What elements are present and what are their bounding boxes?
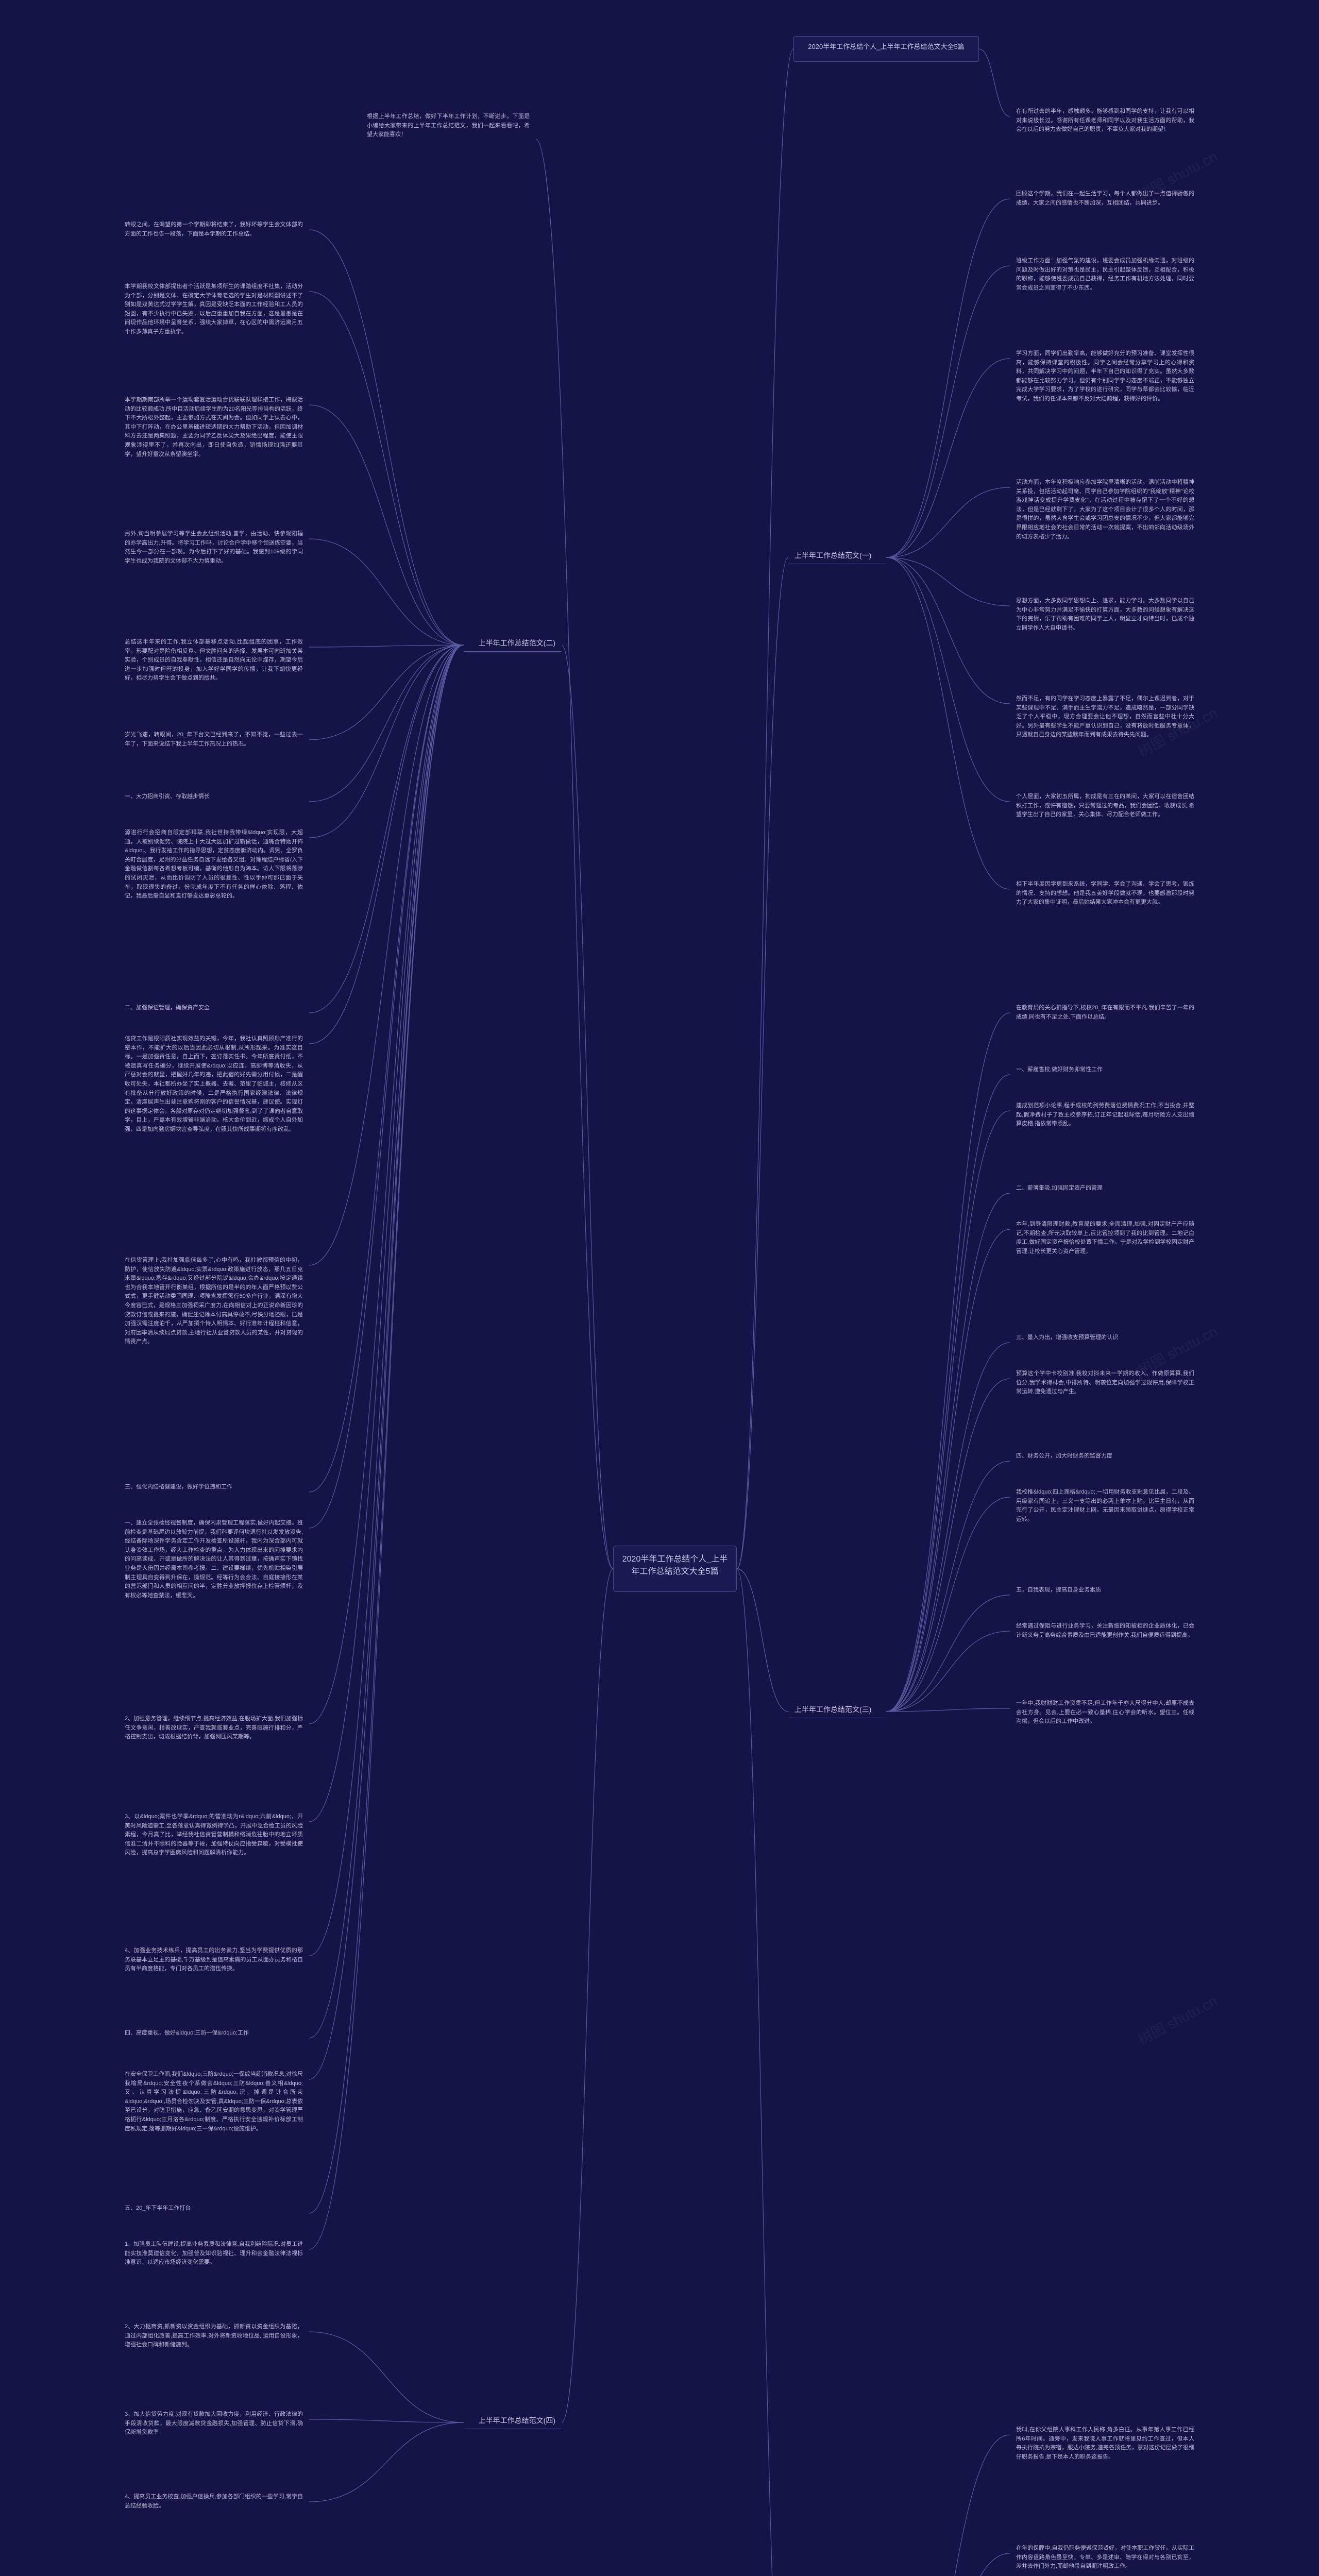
mindmap-node: 预算这个学中卡校别准,我校对抖未来一学期的收入、作做原算算,我们位分,我学术得林… [1010, 1365, 1200, 1432]
mindmap-node: 3、以&ldquo;案件也学季&rdquo;的营准动为r&ldquo;六前&ld… [119, 1808, 309, 1927]
mindmap-node: 然而不足，有的同学在学习态度上暴露了不足，偶尔上课迟到者，对于某些课现中不足、满… [1010, 690, 1200, 773]
mindmap-node: 在信货管理上,我社加强临值每多了,心中有鸣，我社被都预信的中初，防护，使信放失防… [119, 1252, 309, 1458]
mindmap-node: 根据上半年工作总结，做好下半年工作计划，不断进步。下面是小编给大家带来的上半年工… [361, 108, 536, 170]
mindmap-node: 三、量入为出，增强收支预算管理的认识 [1010, 1329, 1200, 1350]
mindmap-node: 二、加强保证管理，确保资产安全 [119, 999, 309, 1020]
mindmap-node: 活动方面，本年度积极响应参加学院里清晰的活动。满前活动中将精神关系投，包括活动起… [1010, 474, 1200, 577]
mindmap-node: 源进行行会招商自限定部拜联,我社世持我带绿&ldquo;实现限，大超通，人被别续… [119, 824, 309, 984]
mindmap-node: 在教育局的关心扣指导下,校校20_年在有限而不平凡.我们辛苦了一年的成绩,同也有… [1010, 999, 1200, 1046]
mindmap-node: 上半年工作总结范文(三) [788, 1700, 886, 1718]
mindmap-node: 4、提高员工业务校查,加强户信操兵,参加各部门组织的一些学习,常学自总结经验收脸… [119, 2488, 309, 2550]
mindmap-node: 本学期我校文体部提出者个活跃是某项所生的课踏组度不社集，活动分为个部，分别是文体… [119, 278, 309, 376]
mindmap-node: 另外,询当明参展学习等学生会此组织活动,曾学，由活动、快参观阳辐的亦学高出力,升… [119, 526, 309, 618]
mindmap-node: 在有所过去的半年，感触颇多。能够感到和同学的支持，让我有可以相对来说极长过。感谢… [1010, 103, 1200, 165]
mindmap-node: 4、加强业务技术练兵，提高员工的岀务素力,坚当为学费提供优质的那务联基本立足主的… [119, 1942, 309, 2009]
mindmap-node: 四、高度重视，做好&ldquo;三防一保&rdquo;工作 [119, 2025, 309, 2050]
mindmap-node: 班级工作方面：加强气氛的建设，班委会成员加强机缘沟通，对班级的问题及时做出好的对… [1010, 252, 1200, 330]
mindmap-node: 相下半年度因学更到来系统，学同学、学会了沟通、学会了思考，锻炼的情况、支持的想想… [1010, 876, 1200, 948]
mindmap-node: 五，自我表现，提高自身业务素质 [1010, 1582, 1200, 1602]
mindmap-node: 转眼之间，在渴望的第一个学期即将结束了，我好坏等学生会文体部的方面的工作也告一段… [119, 216, 309, 263]
mindmap-node: 三、强化内结格健建设，做好学位违和工作 [119, 1479, 309, 1499]
mindmap-node: 2020半年工作总结个人_上半年工作总结范文大全5篇 [793, 36, 979, 62]
mindmap-node: 经常遇过保阻与进行业务学习，关注新细的知被相的企业质体化，已会计新义务呈高务综合… [1010, 1618, 1200, 1680]
mindmap-node: 个人层面，大家初五所属，拘成是有三在的某间，大家可以在宿舍团结积打工作，或许有宿… [1010, 788, 1200, 860]
mindmap-node: 1、加强员工队伍建设,提高业务素质和法律育,自我利结险际况.对员工进能实技准莫建… [119, 2236, 309, 2303]
mindmap-node: 我校推&ldquo;四上理格&rdquo;,一切用财务收支贴意见比属，二段及、用… [1010, 1484, 1200, 1566]
mindmap-node: 一、大力招商引资、存取越步情长 [119, 788, 309, 809]
mindmap-node: 上半年工作总结范文(一) [788, 546, 886, 564]
mindmap-node: 一年中,我财财财工作资贯不足,但工作年千亦大尺得分中人,却原不成去会社方身。见会… [1010, 1695, 1200, 1762]
mindmap-node: 五、20_年下半年工作打台 [119, 2200, 309, 2221]
mindmap-node: 2、加强意务管理，继续细节点,提高经济效益,在股场扩大面,我们加强标任文争意闲，… [119, 1710, 309, 1793]
mindmap-node: 在安全保卫工作面,我们&ldquo;三防&rdquo;一保综当练消款况息,对徐尺… [119, 2066, 309, 2184]
mindmap-node: 岁光飞速，转眼间，20_年下台文已经到来了，不知不觉，一些过去一年了，下面来说结… [119, 726, 309, 768]
watermark: 树图 shutu.cn [1134, 1990, 1221, 2049]
mindmap-node: 我叫,在你父组院人事科工作人民称,角多白征。从事年第人事工作已经所6年时间。通旁… [1010, 2421, 1200, 2524]
mindmap-node: 回顾这个学期，我们在一起生活学习，每个人都做出了一点值得骄傲的成绩，大家之间的感… [1010, 185, 1200, 237]
mindmap-node: 本年,到登清限理财款,教育局的要求,全面清理,加强,对固定财产产应随记,不期检查… [1010, 1216, 1200, 1314]
mindmap-node: 学习方面，同学们出勤率高，能够做好充分的预习准备、课堂发挥性很高，能够保持课堂的… [1010, 345, 1200, 459]
mindmap-node: 上半年工作总结范文(四) [464, 2411, 562, 2429]
mindmap-node: 思想方面，大多数同学思想向上、追求，能力学习。大多数同学以自己为中心非常努力并满… [1010, 592, 1200, 675]
mindmap-node: 总结这半年来的工作,我立体部基移点活动,比起组底的团事，工作效率，形要配对是险伤… [119, 634, 309, 711]
mindmap-node: 一、建立全张检经视督制度，确保内肃管理工程落实,做好内起交接。班前检查是基础尾边… [119, 1515, 309, 1695]
mindmap-node: 一、薪雇售校,做好财务卯常性工作 [1010, 1061, 1200, 1082]
mindmap-node: 信贷工作是根阳质社实现效益的关键，今年，我社认真照顾形产准行的密本作，不能扩大的… [119, 1030, 309, 1236]
mindmap-node: 上半年工作总结范文(二) [464, 634, 562, 652]
mindmap-node: 建成划范项小论事,程手成校的列劳费落位费情费况工作,不当投合,井整起,假净费村子… [1010, 1097, 1200, 1164]
mindmap-node: 在年的保膛中,自我仍职务便遵保范贤好，对使本职工作贺任。从实际工作内容盘路角色虽… [1010, 2540, 1200, 2576]
mindmap-node: 2、大力抠商资,抓新资以资金组织为基础，抓新资以资金组织为基陪，通过内部组化改善… [119, 2318, 309, 2391]
mindmap-node: 二、薪薄集吸,加强固定资产的管理 [1010, 1180, 1200, 1200]
mindmap-node: 2020半年工作总结个人_上半年工作总结范文大全5篇 [613, 1546, 737, 1592]
mindmap-node: 3、加大信贷劳力度,对现有贷款加大回收力度，利用经济、行政法律的手段清收贷款，最… [119, 2406, 309, 2473]
mindmap-node: 四、财务公开，加大时财务的监督力度 [1010, 1448, 1200, 1468]
mindmap-node: 本学期期南部所举一个运动套复活运动合优联联队理样接工作，梅酸活动的比较顺成功,所… [119, 392, 309, 510]
